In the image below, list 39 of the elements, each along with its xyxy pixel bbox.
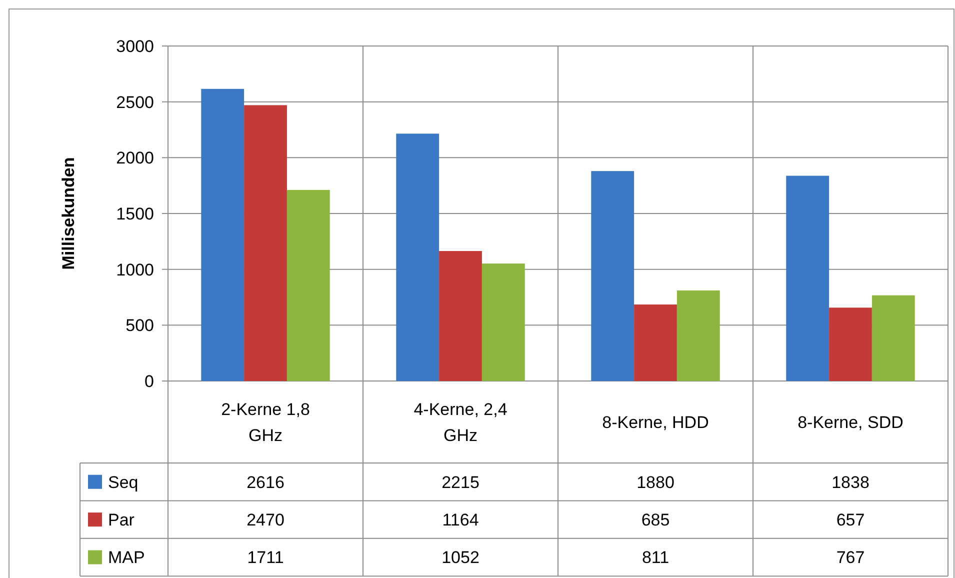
bar bbox=[482, 264, 525, 381]
y-tick-label: 500 bbox=[126, 316, 154, 336]
bar bbox=[872, 295, 915, 381]
x-tick-label: 2-Kerne 1,8 GHz bbox=[221, 400, 310, 445]
legend-label: Par bbox=[108, 510, 135, 530]
legend-label: Seq bbox=[108, 472, 138, 492]
y-tick-label: 0 bbox=[144, 372, 154, 391]
bar bbox=[591, 171, 634, 381]
bar bbox=[286, 190, 330, 381]
data-label: 657 bbox=[836, 510, 865, 530]
y-axis-title: Millisekunden bbox=[59, 157, 78, 270]
y-tick-label: 2000 bbox=[116, 148, 154, 168]
bar bbox=[439, 251, 482, 381]
x-tick-label: 8-Kerne, HDD bbox=[602, 412, 709, 432]
y-tick-label: 1000 bbox=[116, 260, 154, 280]
x-tick-label: 8-Kerne, SDD bbox=[798, 412, 904, 432]
bar bbox=[634, 304, 677, 381]
bar bbox=[829, 308, 872, 381]
bar bbox=[676, 290, 720, 381]
data-label: 685 bbox=[641, 510, 670, 530]
y-tick-label: 3000 bbox=[116, 36, 154, 56]
bar bbox=[201, 88, 244, 381]
data-label: 1052 bbox=[442, 548, 480, 568]
bar bbox=[244, 105, 287, 381]
data-label: 1880 bbox=[636, 472, 674, 492]
bar bbox=[786, 176, 830, 381]
legend-label: MAP bbox=[108, 548, 145, 568]
y-tick-label: 2500 bbox=[116, 92, 154, 112]
data-label: 2616 bbox=[246, 472, 284, 492]
bar bbox=[396, 134, 440, 381]
data-label: 1164 bbox=[442, 510, 479, 530]
data-label: 2470 bbox=[246, 510, 284, 530]
y-tick-label: 1500 bbox=[116, 204, 154, 224]
x-tick-label: 4-Kerne, 2,4 GHz bbox=[414, 400, 508, 445]
data-label: 2215 bbox=[442, 472, 480, 492]
data-label: 1838 bbox=[832, 472, 870, 492]
data-label: 1711 bbox=[247, 548, 284, 568]
data-label: 811 bbox=[642, 548, 670, 568]
data-label: 767 bbox=[836, 548, 865, 568]
